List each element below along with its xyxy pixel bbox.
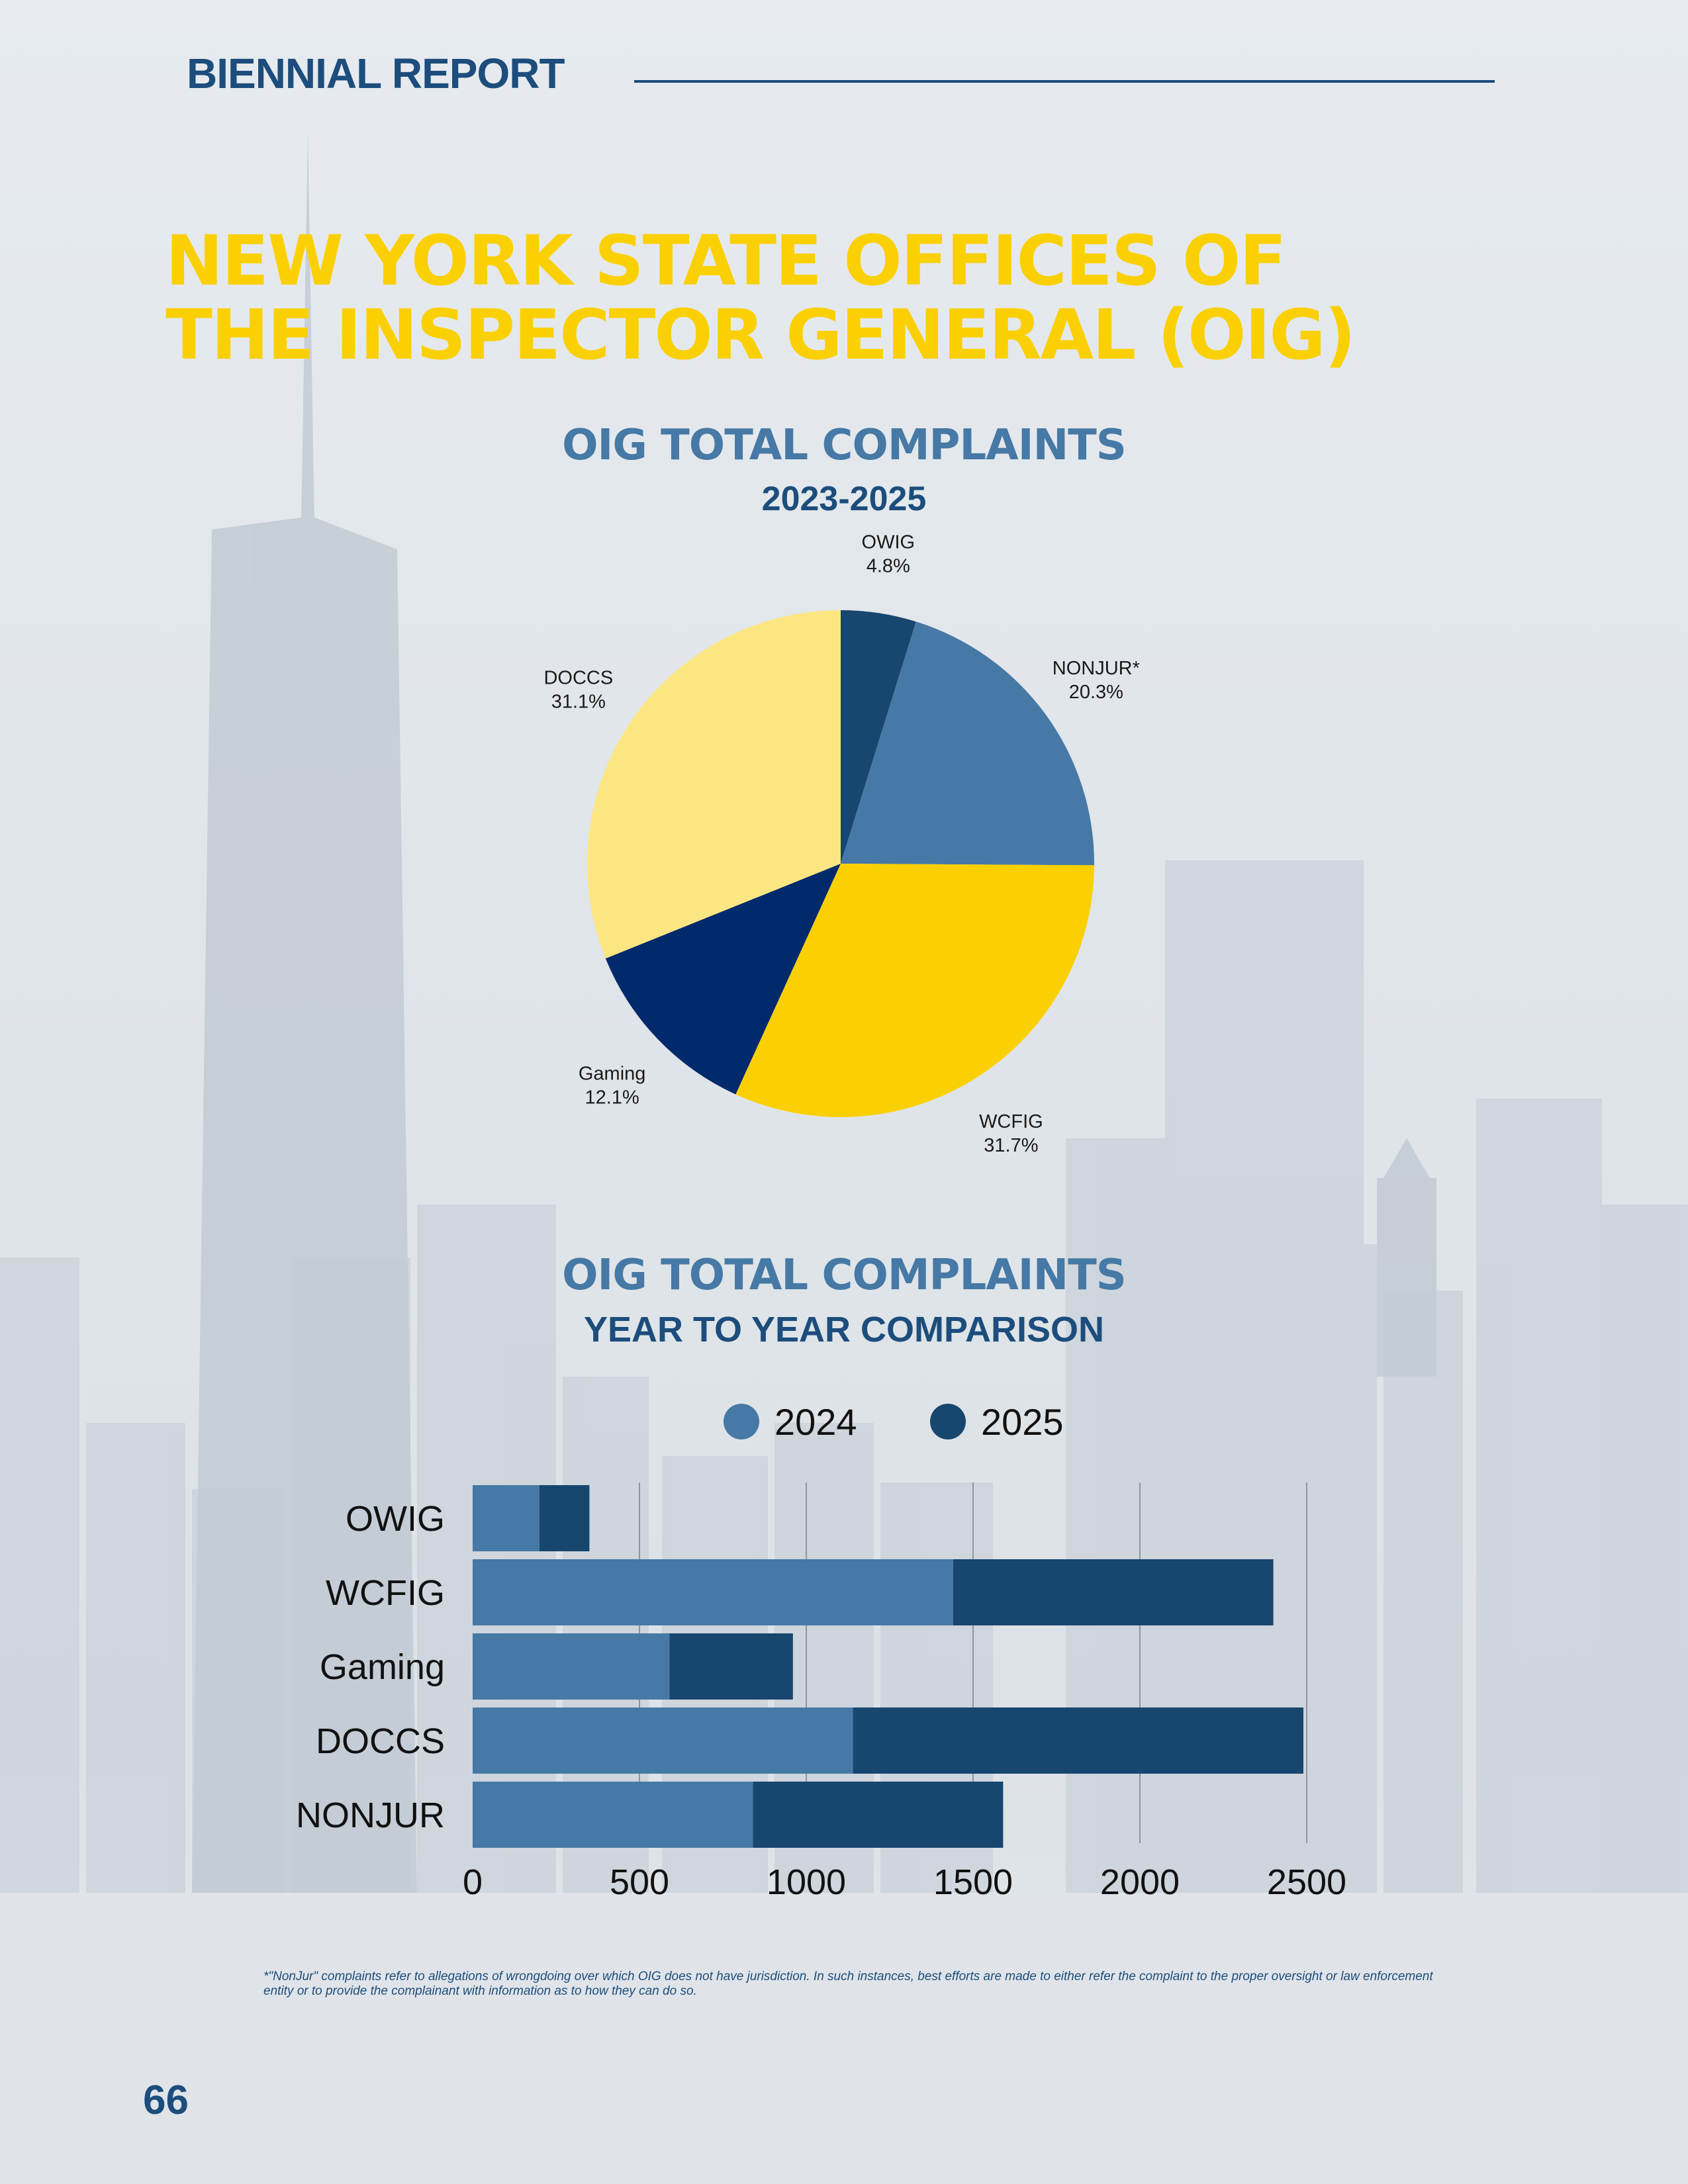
x-tick-label-0: 0 xyxy=(463,1862,483,1902)
bar-wcfig-2025 xyxy=(953,1559,1274,1625)
page-number: 66 xyxy=(143,2077,189,2123)
bar-chart-title: OIG TOTAL COMPLAINTS xyxy=(562,1251,1127,1300)
main-title-line-1: NEW YORK STATE OFFICES OF xyxy=(165,220,1286,301)
pie-value-owig: 4.8% xyxy=(867,555,910,576)
bar-gaming-2024 xyxy=(473,1633,670,1700)
pie-value-doccs: 31.1% xyxy=(551,692,606,713)
legend-label-2025: 2025 xyxy=(981,1401,1064,1443)
bar-doccs-2024 xyxy=(473,1707,853,1774)
bar-nonjur-2025 xyxy=(753,1782,1004,1848)
main-title: NEW YORK STATE OFFICES OF THE INSPECTOR … xyxy=(165,224,1622,372)
pie-chart-subtitle: 2023-2025 xyxy=(761,480,927,518)
header-divider xyxy=(634,80,1495,83)
legend-swatch-2024 xyxy=(724,1404,759,1439)
pie-slice-owig xyxy=(841,610,916,864)
category-label-owig: OWIG xyxy=(346,1499,445,1539)
pie-slice-nonjur xyxy=(841,621,1094,866)
report-header-title: BIENNIAL REPORT xyxy=(187,50,565,97)
category-label-nonjur: NONJUR xyxy=(296,1796,445,1835)
x-tick-label-2000: 2000 xyxy=(1100,1862,1180,1902)
category-label-doccs: DOCCS xyxy=(316,1721,445,1761)
footnote: *"NonJur" complaints refer to allegation… xyxy=(263,1970,1433,1998)
pie-value-nonjur: 20.3% xyxy=(1069,682,1123,703)
bar-chart: 2024 2025 OWIG WCFIG Gaming DOCCS NONJUR 0 500 10… xyxy=(296,1401,1346,1902)
x-tick-label-1000: 1000 xyxy=(767,1862,846,1902)
pie-slice-doccs xyxy=(587,610,841,959)
category-label-wcfig: WCFIG xyxy=(326,1573,445,1613)
pie-label-wcfig: WCFIG xyxy=(979,1111,1043,1132)
pie-slice-wcfig xyxy=(735,864,1094,1117)
bar-gaming-2025 xyxy=(669,1633,793,1700)
bar-doccs-2025 xyxy=(853,1707,1303,1774)
x-tick-label-2500: 2500 xyxy=(1267,1862,1346,1902)
pie-value-wcfig: 31.7% xyxy=(984,1135,1038,1156)
bar-owig-2025 xyxy=(539,1485,590,1551)
legend-swatch-2025 xyxy=(930,1404,966,1439)
x-tick-label-1500: 1500 xyxy=(933,1862,1013,1902)
main-title-line-2: THE INSPECTOR GENERAL (OIG) xyxy=(165,295,1356,375)
x-tick-label-500: 500 xyxy=(610,1862,669,1902)
pie-label-owig: OWIG xyxy=(862,531,915,553)
bar-wcfig-2024 xyxy=(473,1559,953,1625)
bar-chart-subtitle: YEAR TO YEAR COMPARISON xyxy=(583,1310,1105,1349)
pie-label-doccs: DOCCS xyxy=(543,668,613,689)
pie-label-gaming: Gaming xyxy=(579,1063,646,1084)
pie-value-gaming: 12.1% xyxy=(585,1087,639,1108)
bar-owig-2024 xyxy=(473,1485,539,1551)
pie-label-nonjur: NONJUR* xyxy=(1053,658,1140,679)
legend-label-2024: 2024 xyxy=(774,1401,857,1443)
pie-chart-title: OIG TOTAL COMPLAINTS xyxy=(562,421,1127,470)
bar-nonjur-2024 xyxy=(473,1782,753,1848)
category-label-gaming: Gaming xyxy=(320,1647,445,1687)
pie-slice-gaming xyxy=(605,864,841,1095)
